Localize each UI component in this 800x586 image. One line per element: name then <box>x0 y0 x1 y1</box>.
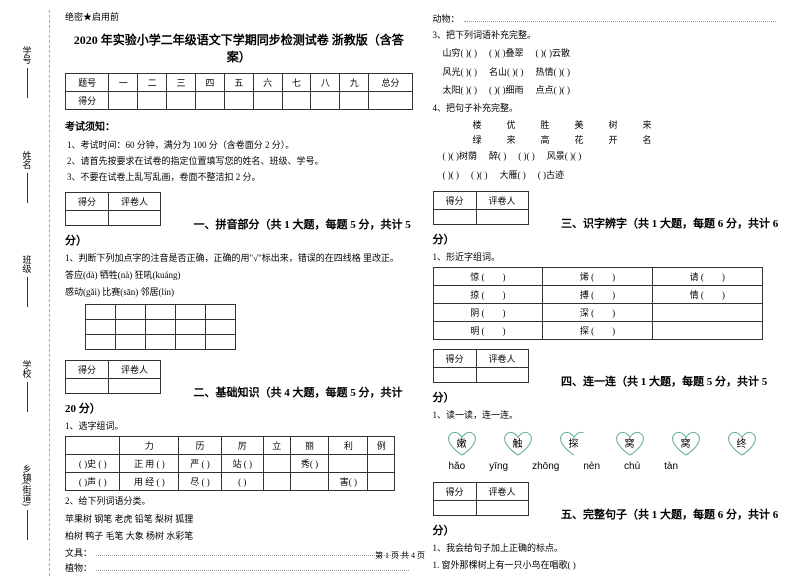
q3r2: 风光( )( )名山( )( )热情( )( ) <box>443 64 781 80</box>
q4r2: ( )( )( )( )大雁( )( )古迹 <box>443 167 781 183</box>
q2-2: 2、给下列词语分类。 <box>65 494 413 508</box>
q4r1: ( )( )树荫醉( )( )( )风景( )( ) <box>443 148 781 164</box>
q4-1: 1、读一读，连一连。 <box>433 408 781 422</box>
score-box: 得分评卷人 <box>433 482 529 516</box>
q1-line1: 答应(dà) 牺牲(nà) 狂吼(kuáng) <box>65 268 413 282</box>
score-summary-table: 题号一二三四五六七八九总分 得分 <box>65 73 413 110</box>
score-box: 得分评卷人 <box>65 360 161 394</box>
sidebar-xuehao: 学号 <box>7 46 47 98</box>
q1-text: 1、判断下列加点字的注音是否正确，正确的用"√"标出来，错误的在四线格 里改正。 <box>65 251 413 265</box>
right-column: 动物： 3、把下列词语补充完整。 山穷( )( )( )( )叠翠( )( )云… <box>433 10 781 576</box>
sidebar-banji: 班级 <box>7 255 47 307</box>
notice-item: 2、请首先按要求在试卷的指定位置填写您的姓名、班级、学号。 <box>67 153 413 169</box>
confidential-mark: 绝密★启用前 <box>65 10 413 23</box>
heart-shape: 探 <box>555 429 593 457</box>
q3r3: 太阳( )( )( )( )细雨点点( )( ) <box>443 82 781 98</box>
q3-1: 1、形近字组词。 <box>433 250 781 264</box>
heart-shape: 窝 <box>667 429 705 457</box>
sidebar-xiangzhen: 乡镇(街道) <box>7 464 47 540</box>
char-table: 惊 ( )烯 ( )请 ( ) 掠 ( )搏 ( )情 ( ) 阴 ( )深 (… <box>433 267 763 340</box>
q4c2: 绿 来 高 花 开 名 <box>473 133 781 146</box>
zhiwu-line: 植物： <box>65 561 413 574</box>
heart-shape: 触 <box>499 429 537 457</box>
notice-item: 1、考试时间：60 分钟，满分为 100 分（含卷面分 2 分）。 <box>67 137 413 153</box>
score-box: 得分评卷人 <box>433 349 529 383</box>
answer-grid <box>85 304 236 350</box>
heart-shape: 窝 <box>611 429 649 457</box>
fill-table: 力历厉立丽利例 ( )史 ( )正 用 ( )严 ( )站 ( )秀( ) ( … <box>65 436 395 491</box>
sidebar-xingming: 姓名 <box>7 151 47 203</box>
q1-line2: 感动(gǎi) 比赛(sān) 邻居(lín) <box>65 285 413 299</box>
q2-3: 3、把下列词语补充完整。 <box>433 28 781 42</box>
notice-header: 考试须知： <box>65 118 413 133</box>
score-box: 得分评卷人 <box>65 192 161 226</box>
q2-4: 4、把句子补充完整。 <box>433 101 781 115</box>
dongwu-line: 动物： <box>433 12 781 25</box>
exam-title: 2020 年实验小学二年级语文下学期同步检测试卷 浙教版（含答案） <box>65 31 413 65</box>
notice-item: 3、不要在试卷上乱写乱画，卷面不整洁扣 2 分。 <box>67 169 413 185</box>
heart-shape: 嫩 <box>443 429 481 457</box>
notice-list: 1、考试时间：60 分钟，满分为 100 分（含卷面分 2 分）。 2、请首先按… <box>65 137 413 186</box>
left-column: 绝密★启用前 2020 年实验小学二年级语文下学期同步检测试卷 浙教版（含答案）… <box>65 10 413 576</box>
score-box: 得分评卷人 <box>433 191 529 225</box>
heart-shape: 终 <box>723 429 761 457</box>
binding-sidebar: 学号 姓名 班级 学校 乡镇(街道) <box>5 10 50 576</box>
page-footer: 第 1 页 共 4 页 <box>0 550 800 561</box>
words1: 苹果树 钢笔 老虎 铅笔 梨树 狐狸 <box>65 512 413 526</box>
q4c1: 楼 优 胜 美 树 来 <box>473 118 781 131</box>
pinyin-row: hǎoyīngzhōngnènchùtàn <box>449 461 781 472</box>
q3r1: 山穷( )( )( )( )叠翠( )( )云散 <box>443 45 781 61</box>
words2: 柏树 鸭子 毛笔 大象 杨树 水彩笔 <box>65 529 413 543</box>
heart-row: 嫩 触 探 窝 窝 终 <box>443 429 781 457</box>
q2-1: 1、选字组词。 <box>65 419 413 433</box>
sidebar-xuexiao: 学校 <box>7 360 47 412</box>
